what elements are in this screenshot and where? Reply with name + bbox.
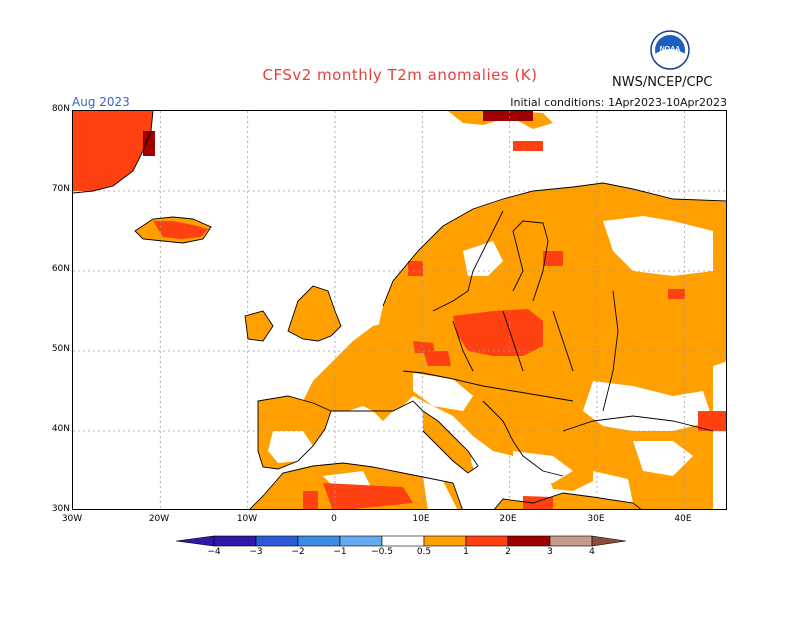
- anomaly-2-3-layer: [143, 111, 533, 156]
- colorbar-label-neg05: −0.5: [371, 547, 393, 557]
- chart-title: CFSv2 monthly T2m anomalies (K): [262, 66, 538, 84]
- lon-tick-30e: 30E: [587, 514, 605, 524]
- colorbar-bin-neg1-neg05: [339, 535, 383, 547]
- noaa-logo-text: NOAA: [660, 46, 681, 53]
- lon-tick-10e: 10E: [412, 514, 430, 524]
- noaa-logo: NOAA: [650, 30, 690, 70]
- colorbar-bin-neg4-neg3: [213, 535, 257, 547]
- lon-tick-40e: 40E: [674, 514, 692, 524]
- colorbar-bin-05-1: [423, 535, 467, 547]
- colorbar-label-neg4: −4: [207, 547, 221, 557]
- initial-conditions: Initial conditions: 1Apr2023-10Apr2023: [510, 96, 727, 109]
- lon-tick-10w: 10W: [236, 514, 258, 524]
- lat-tick-80n: 80N: [51, 104, 70, 114]
- agency-label: NWS/NCEP/CPC: [612, 75, 713, 90]
- map-panel: [72, 110, 727, 510]
- colorbar-label-neg1: −1: [333, 547, 347, 557]
- colorbar-label-neg2: −2: [291, 547, 305, 557]
- colorbar-bin-2-3: [507, 535, 551, 547]
- valid-month: Aug 2023: [72, 95, 130, 109]
- lat-tick-50n: 50N: [51, 344, 70, 354]
- lon-tick-0: 0: [331, 514, 337, 524]
- anomaly-1-2-layer: [73, 111, 726, 509]
- colorbar-label-3: 3: [547, 547, 553, 557]
- lon-tick-20w: 20W: [148, 514, 170, 524]
- colorbar-bin-neg2-neg1: [297, 535, 341, 547]
- lon-tick-30w: 30W: [61, 514, 83, 524]
- anomaly-map: [73, 111, 726, 509]
- colorbar-label-2: 2: [505, 547, 511, 557]
- lat-tick-70n: 70N: [51, 184, 70, 194]
- lon-tick-20e: 20E: [499, 514, 517, 524]
- colorbar-label-1: 1: [463, 547, 469, 557]
- lat-tick-30n: 30N: [51, 504, 70, 514]
- colorbar-low-arrow: [175, 535, 215, 547]
- colorbar: [175, 535, 627, 547]
- colorbar-label-05: 0.5: [416, 547, 432, 557]
- colorbar-bin-neutral: [381, 535, 425, 547]
- coastlines: [73, 111, 726, 509]
- colorbar-high-arrow: [591, 535, 627, 547]
- colorbar-label-neg3: −3: [249, 547, 263, 557]
- colorbar-bin-1-2: [465, 535, 509, 547]
- lat-tick-40n: 40N: [51, 424, 70, 434]
- colorbar-label-4: 4: [589, 547, 595, 557]
- lat-tick-60n: 60N: [51, 264, 70, 274]
- colorbar-bin-3-4: [549, 535, 593, 547]
- colorbar-bin-neg3-neg2: [255, 535, 299, 547]
